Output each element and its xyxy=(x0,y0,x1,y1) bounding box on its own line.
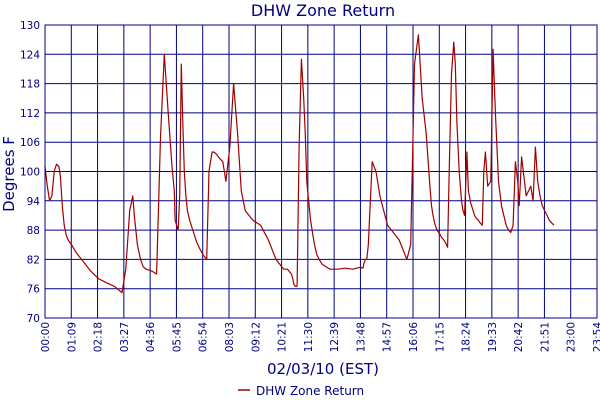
y-axis-label: Degrees F xyxy=(0,136,18,212)
y-axis-ticks: 70 76 82 88 94 100 106 112 118 124 130 xyxy=(20,20,40,325)
x-tick-label: 03:27 xyxy=(119,322,131,352)
y-tick-label: 88 xyxy=(27,225,40,237)
x-tick-label: 01:09 xyxy=(66,322,78,352)
x-tick-label: 21:51 xyxy=(539,322,551,352)
x-axis-label: 02/03/10 (EST) xyxy=(267,360,379,378)
x-tick-label: 17:15 xyxy=(434,322,446,352)
series-layer xyxy=(44,34,555,294)
x-tick-label: 02:18 xyxy=(93,322,105,352)
x-tick-label: 12:39 xyxy=(329,322,341,352)
plot-frame xyxy=(44,24,598,319)
x-tick-label: 11:30 xyxy=(303,322,315,352)
x-tick-label: 14:57 xyxy=(382,322,394,352)
x-tick-label: 00:00 xyxy=(40,322,52,352)
x-tick-label: 23:00 xyxy=(566,322,578,352)
y-tick-label: 82 xyxy=(27,254,40,266)
y-tick-label: 124 xyxy=(20,49,40,61)
x-tick-label: 04:36 xyxy=(145,322,157,353)
x-tick-label: 10:21 xyxy=(277,322,289,352)
x-tick-label: 20:42 xyxy=(513,322,525,352)
x-tick-label: 08:03 xyxy=(224,322,236,352)
legend: DHW Zone Return xyxy=(238,384,364,398)
x-tick-label: 19:33 xyxy=(487,322,499,352)
x-tick-label: 05:45 xyxy=(171,322,183,352)
y-tick-label: 76 xyxy=(27,284,41,296)
y-tick-label: 70 xyxy=(27,313,40,325)
y-tick-label: 106 xyxy=(20,137,40,149)
legend-label: DHW Zone Return xyxy=(256,384,364,398)
x-tick-label: 06:54 xyxy=(198,322,210,353)
y-tick-label: 118 xyxy=(20,79,40,91)
grid xyxy=(44,24,598,319)
x-tick-label: 13:48 xyxy=(355,322,367,352)
x-tick-label: 16:06 xyxy=(408,322,420,353)
x-tick-label: 23:54 xyxy=(592,322,600,353)
y-tick-label: 112 xyxy=(20,108,40,120)
chart-title: DHW Zone Return xyxy=(251,1,395,20)
x-axis-ticks: 00:00 01:09 02:18 03:27 04:36 05:45 06:54 08:03… xyxy=(40,322,600,353)
y-tick-label: 100 xyxy=(20,167,40,179)
series-line-0 xyxy=(44,34,555,294)
y-tick-label: 130 xyxy=(20,20,40,32)
x-tick-label: 18:24 xyxy=(461,322,473,353)
x-tick-label: 09:12 xyxy=(250,322,262,352)
y-tick-label: 94 xyxy=(27,196,41,208)
